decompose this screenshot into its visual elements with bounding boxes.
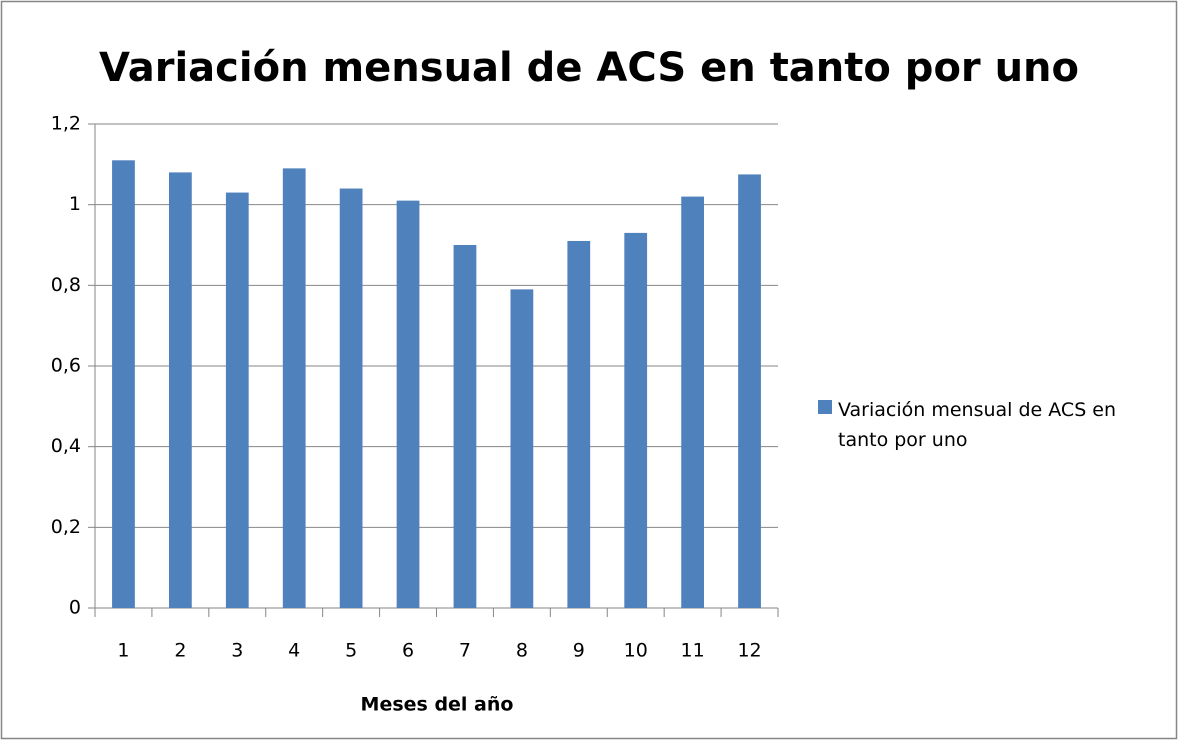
bar xyxy=(112,160,135,609)
bar xyxy=(396,200,420,608)
x-tick-label: 12 xyxy=(737,640,761,662)
x-tick-label: 8 xyxy=(516,640,528,662)
bar xyxy=(225,192,249,609)
x-tick-label: 9 xyxy=(573,640,585,662)
x-tick-label: 5 xyxy=(345,640,357,662)
bar xyxy=(681,196,705,608)
x-tick-label: 4 xyxy=(288,640,300,662)
bar xyxy=(567,240,591,608)
y-tick-label: 0,6 xyxy=(51,355,81,377)
bar xyxy=(282,168,306,608)
x-tick-label: 1 xyxy=(117,640,129,662)
x-tick-label: 7 xyxy=(459,640,471,662)
y-tick-label: 0 xyxy=(69,597,81,619)
legend-swatch xyxy=(818,400,832,414)
y-tick-label: 0,2 xyxy=(51,516,81,538)
bar xyxy=(738,174,761,608)
x-tick-label: 6 xyxy=(402,640,414,662)
y-tick-label: 1,2 xyxy=(51,113,81,135)
x-tick-label: 11 xyxy=(681,640,705,662)
x-tick-label: 10 xyxy=(624,640,648,662)
y-tick-label: 0,8 xyxy=(51,274,81,296)
x-axis-label: Meses del año xyxy=(361,694,514,716)
x-tick-label: 2 xyxy=(174,640,186,662)
chart-title: Variación mensual de ACS en tanto por un… xyxy=(99,45,1079,91)
bar xyxy=(510,289,534,608)
y-tick-label: 0,4 xyxy=(51,435,81,457)
bar xyxy=(453,245,477,608)
legend-label: Variación mensual de ACS en tanto por un… xyxy=(838,399,1117,451)
y-tick-label: 1 xyxy=(69,193,81,215)
bar xyxy=(168,172,192,608)
bar xyxy=(624,232,648,608)
bar xyxy=(339,188,363,609)
x-tick-label: 3 xyxy=(231,640,243,662)
